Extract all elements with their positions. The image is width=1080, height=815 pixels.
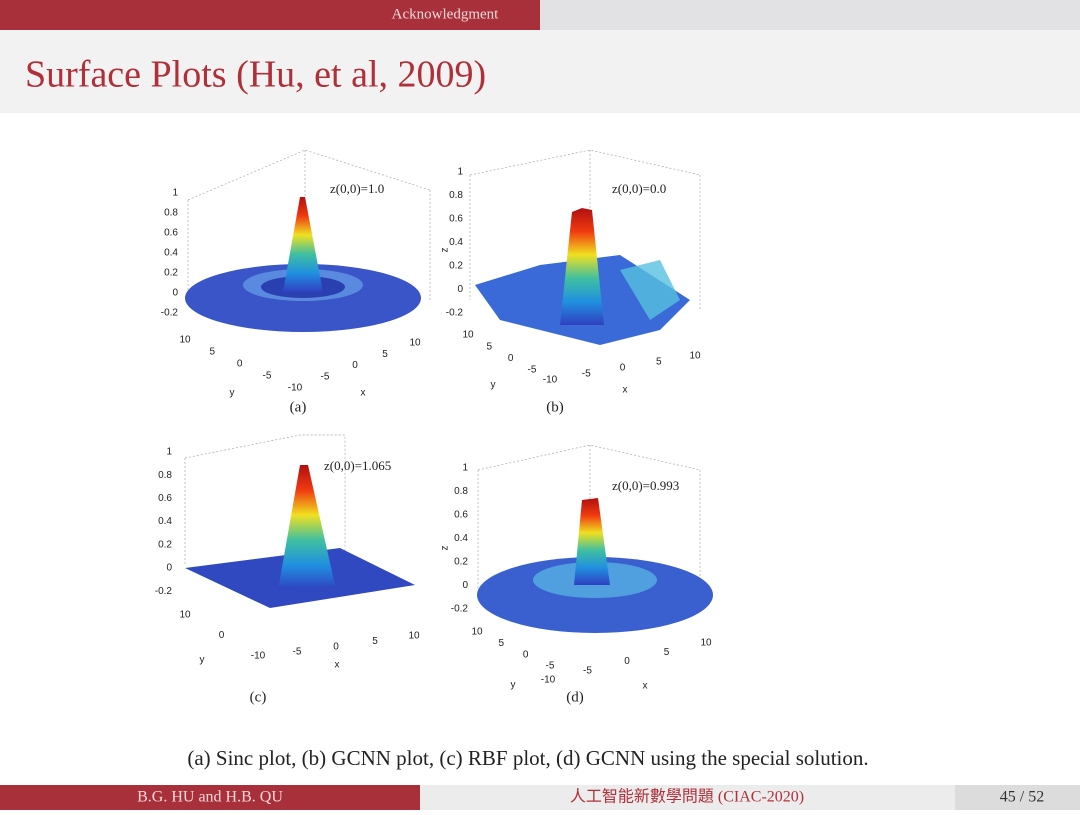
surface-b (469, 149, 701, 345)
z-tick-label: 0.2 (454, 557, 468, 568)
z-tick-label: 0 (457, 284, 463, 295)
z-tick-label: 0.4 (449, 237, 463, 248)
x-ticks-label: 0 (624, 656, 630, 667)
z-tick-label: 0.8 (454, 486, 468, 497)
y-ticks-label: -5 (263, 371, 272, 382)
surface-a (185, 149, 431, 332)
x-ticks-label: 0 (333, 641, 339, 652)
x-ticks-label: -10 (288, 383, 303, 394)
y-ticks-label: -10 (251, 651, 266, 662)
header-section: Acknowledgment (392, 6, 499, 22)
x-ticks-label: -5 (321, 371, 330, 382)
z-tick-label: 0.4 (158, 516, 172, 527)
z-tick-label: 0.6 (164, 228, 178, 239)
y-ticks-label: 10 (471, 627, 483, 638)
panel-label: (c) (250, 689, 267, 705)
z-axis-label: z (440, 546, 451, 551)
y-ticks-label: 0 (237, 359, 243, 370)
z-tick-label: 0 (166, 563, 172, 574)
z-tick-label: 0.6 (454, 510, 468, 521)
x-axis-label: x (623, 385, 628, 396)
x-ticks-label: 5 (372, 636, 378, 647)
x-ticks-label: -10 (543, 375, 558, 386)
y-axis-label: y (511, 680, 516, 691)
y-ticks-label: -5 (528, 365, 537, 376)
z-tick-label: 0.6 (449, 214, 463, 225)
y-axis-label: y (491, 380, 496, 391)
x-ticks-label: 5 (656, 357, 662, 368)
y-ticks-label: 10 (462, 330, 474, 341)
z-tick-label: 0 (172, 288, 178, 299)
z-tick-label: 0.8 (158, 470, 172, 481)
z-axis-label: z (440, 248, 451, 253)
y-axis-label: y (230, 388, 235, 399)
z-tick-label: -0.2 (155, 586, 173, 597)
x-ticks-label: 0 (620, 363, 626, 374)
z-tick-label: 0.4 (454, 533, 468, 544)
x-ticks-label: 5 (664, 647, 670, 658)
surface-d (477, 444, 713, 633)
surface-c (184, 434, 415, 608)
x-axis-label: x (361, 388, 366, 399)
header-bar (0, 0, 540, 30)
y-ticks-label: 5 (499, 638, 505, 649)
x-axis-label: x (335, 660, 340, 671)
x-ticks-label: 10 (700, 638, 712, 649)
x-ticks-label: 10 (689, 351, 701, 362)
y-ticks-label: -5 (546, 661, 555, 672)
z-tick-label: 0.4 (164, 248, 178, 259)
y-ticks-label: 5 (210, 347, 216, 358)
z-tick-label: -0.2 (446, 308, 464, 319)
z-tick-label: 1 (172, 188, 178, 199)
slide-title: Surface Plots (Hu, et al, 2009) (25, 54, 486, 96)
z-tick-label: 0.8 (164, 208, 178, 219)
z-tick-label: 0.2 (449, 261, 463, 272)
panel-annotation: z(0,0)=1.065 (324, 458, 391, 473)
z-tick-label: 1 (457, 167, 463, 178)
y-ticks-label: 0 (219, 630, 225, 641)
z-tick-label: 0.2 (158, 539, 172, 550)
panel-label: (a) (290, 399, 307, 415)
footer-mid (420, 785, 955, 810)
z-tick-label: 0.2 (164, 268, 178, 279)
x-ticks-label: 10 (408, 631, 420, 642)
z-tick-label: 0.6 (158, 493, 172, 504)
x-ticks-label: 0 (352, 360, 358, 371)
footer-left (0, 785, 420, 810)
x-ticks-label: -10 (541, 675, 556, 686)
x-axis-label: x (643, 681, 648, 692)
y-ticks-label: 5 (487, 341, 493, 352)
x-ticks-label: 5 (382, 349, 388, 360)
panel-label: (d) (566, 689, 584, 705)
z-tick-label: -0.2 (451, 604, 469, 615)
z-tick-label: 1 (166, 447, 172, 458)
panel-label: (b) (546, 399, 564, 415)
panel-annotation: z(0,0)=0.993 (612, 478, 679, 493)
footer-page: 45 / 52 (1000, 789, 1044, 806)
x-ticks-label: -5 (582, 369, 591, 380)
z-tick-label: 0.8 (449, 190, 463, 201)
y-ticks-label: 0 (523, 649, 529, 660)
caption: (a) Sinc plot, (b) GCNN plot, (c) RBF pl… (187, 746, 868, 770)
x-ticks-label: -5 (583, 665, 592, 676)
y-ticks-label: 0 (508, 353, 514, 364)
x-ticks-label: 10 (409, 338, 421, 349)
y-ticks-label: 10 (179, 610, 191, 621)
x-ticks-label: -5 (293, 647, 302, 658)
title-band (0, 30, 1080, 113)
y-ticks-label: 10 (179, 335, 191, 346)
y-axis-label: y (200, 655, 205, 666)
footer-authors: B.G. HU and H.B. QU (137, 789, 283, 806)
header-bar-right (540, 0, 1080, 30)
footer-event: 人工智能新數學問題 (CIAC-2020) (570, 788, 804, 806)
footer-right (955, 785, 1080, 810)
panel-annotation: z(0,0)=0.0 (612, 181, 666, 196)
z-tick-label: 0 (462, 580, 468, 591)
z-tick-label: -0.2 (161, 308, 179, 319)
z-tick-label: 1 (462, 463, 468, 474)
panel-annotation: z(0,0)=1.0 (330, 181, 384, 196)
